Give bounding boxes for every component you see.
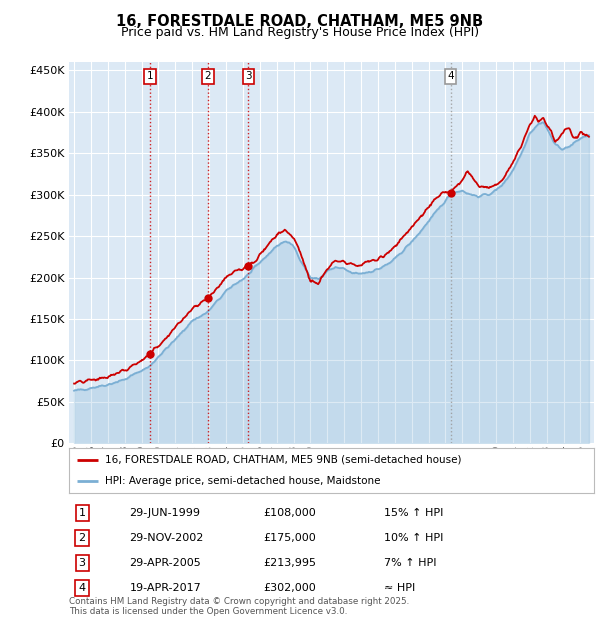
Text: 7% ↑ HPI: 7% ↑ HPI [384,558,437,569]
Text: Contains HM Land Registry data © Crown copyright and database right 2025.
This d: Contains HM Land Registry data © Crown c… [69,597,409,616]
Text: 1: 1 [146,71,153,81]
Text: 4: 4 [447,71,454,81]
Text: 19-APR-2017: 19-APR-2017 [130,583,201,593]
Text: 29-APR-2005: 29-APR-2005 [130,558,201,569]
Text: 29-JUN-1999: 29-JUN-1999 [130,508,200,518]
Text: 2: 2 [79,533,86,543]
Text: 3: 3 [79,558,86,569]
Text: Price paid vs. HM Land Registry's House Price Index (HPI): Price paid vs. HM Land Registry's House … [121,26,479,39]
Text: 1: 1 [79,508,86,518]
Text: 2: 2 [204,71,211,81]
Text: 29-NOV-2002: 29-NOV-2002 [130,533,204,543]
Text: HPI: Average price, semi-detached house, Maidstone: HPI: Average price, semi-detached house,… [105,476,380,486]
Text: £175,000: £175,000 [263,533,316,543]
Text: 15% ↑ HPI: 15% ↑ HPI [384,508,443,518]
Text: 16, FORESTDALE ROAD, CHATHAM, ME5 9NB (semi-detached house): 16, FORESTDALE ROAD, CHATHAM, ME5 9NB (s… [105,455,461,465]
Text: £108,000: £108,000 [263,508,316,518]
Text: 4: 4 [79,583,86,593]
Text: £302,000: £302,000 [263,583,316,593]
Text: £213,995: £213,995 [263,558,316,569]
Text: 10% ↑ HPI: 10% ↑ HPI [384,533,443,543]
Text: 3: 3 [245,71,252,81]
Text: 16, FORESTDALE ROAD, CHATHAM, ME5 9NB: 16, FORESTDALE ROAD, CHATHAM, ME5 9NB [116,14,484,29]
Text: ≈ HPI: ≈ HPI [384,583,415,593]
